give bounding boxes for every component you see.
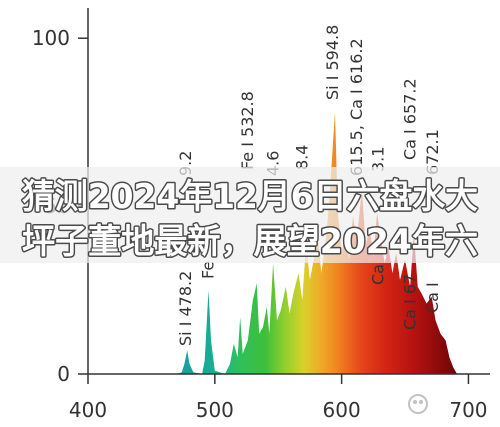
- watermark-logo-icon: [408, 394, 428, 414]
- peak-label: 3.1: [369, 147, 388, 172]
- peak-label: 8.4: [293, 145, 312, 170]
- y-tick-label: 100: [32, 26, 70, 50]
- x-tick-label: 700: [449, 398, 487, 422]
- peak-label: Si I 594.8: [323, 25, 342, 100]
- peak-label: Si I 478.2: [176, 271, 195, 346]
- peak-label: Ca I: [423, 282, 442, 313]
- y-tick-label: 0: [57, 362, 70, 386]
- peak-label: 615.5, Ca I 616.2: [347, 38, 366, 176]
- peak-label: Fe: [199, 261, 218, 279]
- peak-label: Fe I 532.8: [238, 91, 257, 170]
- peak-label: 672.1: [423, 129, 442, 175]
- peak-label: Ca: [369, 264, 388, 285]
- title-banner: 猜测2024年12月6日六盘水大 坪子董地最新，展望2024年六: [0, 167, 500, 264]
- peak-label: Ca I 67: [400, 274, 419, 330]
- x-tick-label: 500: [196, 398, 234, 422]
- banner-line-2: 坪子董地最新，展望2024年六: [22, 222, 478, 262]
- banner-line-1: 猜测2024年12月6日六盘水大: [22, 177, 478, 217]
- peak-label: Ca I 657.2: [400, 78, 419, 160]
- x-tick-label: 400: [69, 398, 107, 422]
- x-tick-label: 600: [323, 398, 361, 422]
- banner-background: [0, 167, 500, 263]
